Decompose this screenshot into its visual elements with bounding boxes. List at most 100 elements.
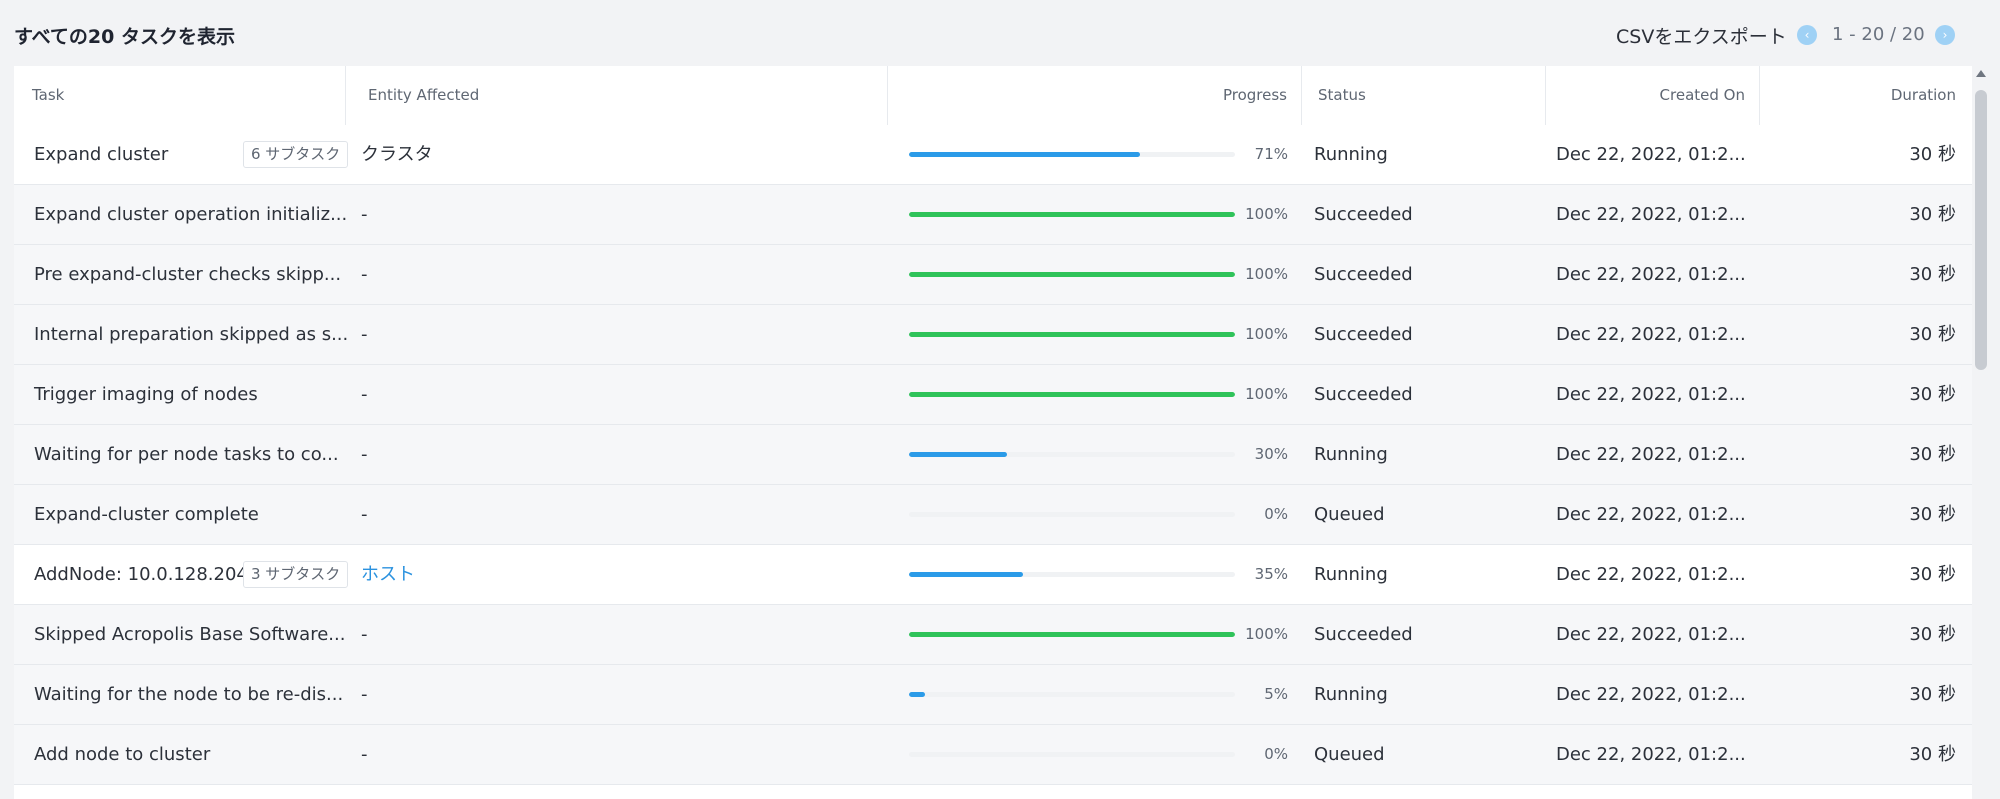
column-header-progress[interactable]: Progress — [888, 66, 1302, 125]
duration: 30 秒 — [1909, 444, 1956, 465]
table-row[interactable]: Trigger imaging of nodes - 100% Succeeded De… — [14, 365, 1972, 425]
table-row[interactable]: Internal preparation skipped as s... - 100… — [14, 305, 1972, 365]
progress-bar-fill — [909, 692, 926, 697]
entity-affected: クラスタ — [361, 144, 433, 165]
task-name[interactable]: Skipped Acropolis Base Software... — [34, 624, 346, 645]
status-text: Running — [1314, 444, 1388, 465]
progress-bar-fill — [909, 632, 1235, 637]
table-row[interactable]: Expand-cluster complete - 0% Queued Dec 22, … — [14, 485, 1972, 545]
task-name[interactable]: AddNode: 10.0.128.204 — [34, 564, 248, 585]
chevron-right-icon[interactable]: › — [1935, 25, 1955, 45]
progress-percent: 100% — [1245, 625, 1288, 643]
progress-bar-fill — [909, 392, 1235, 397]
progress-bar-fill — [909, 272, 1235, 277]
progress-bar — [909, 272, 1235, 277]
progress-bar — [909, 572, 1235, 577]
task-name[interactable]: Waiting for per node tasks to co... — [34, 444, 339, 465]
task-name[interactable]: Expand-cluster complete — [34, 504, 259, 525]
progress-bar-fill — [909, 212, 1235, 217]
progress-bar-fill — [909, 572, 1024, 577]
duration: 30 秒 — [1909, 564, 1956, 585]
duration: 30 秒 — [1909, 204, 1956, 225]
entity-affected: - — [361, 324, 368, 345]
progress-percent: 35% — [1254, 565, 1288, 583]
column-header-status[interactable]: Status — [1302, 66, 1546, 125]
status-text: Running — [1314, 144, 1388, 165]
progress-bar — [909, 632, 1235, 637]
task-name[interactable]: Add node to cluster — [34, 744, 211, 765]
progress-bar — [909, 152, 1235, 157]
created-on: Dec 22, 2022, 01:2... — [1556, 324, 1746, 345]
progress-percent: 0% — [1264, 745, 1288, 763]
page-title: すべての20 タスクを表示 — [14, 26, 235, 48]
duration: 30 秒 — [1909, 324, 1956, 345]
chevron-left-icon[interactable]: ‹ — [1797, 25, 1817, 45]
progress-bar — [909, 212, 1235, 217]
created-on: Dec 22, 2022, 01:2... — [1556, 744, 1746, 765]
table-row[interactable]: Waiting for the node to be re-dis... - 5% R… — [14, 665, 1972, 725]
status-text: Queued — [1314, 504, 1385, 525]
status-text: Queued — [1314, 744, 1385, 765]
table-row[interactable]: Pre expand-cluster checks skipp... - 100% S… — [14, 245, 1972, 305]
created-on: Dec 22, 2022, 01:2... — [1556, 264, 1746, 285]
duration: 30 秒 — [1909, 624, 1956, 645]
vertical-scrollbar[interactable] — [1972, 66, 1990, 799]
duration: 30 秒 — [1909, 144, 1956, 165]
progress-percent: 5% — [1264, 685, 1288, 703]
entity-affected: - — [361, 684, 368, 705]
task-name[interactable]: Pre expand-cluster checks skipp... — [34, 264, 342, 285]
scroll-thumb[interactable] — [1975, 90, 1987, 370]
table-row[interactable]: Expand cluster operation initializ... - 10… — [14, 185, 1972, 245]
tasks-table: Task Entity Affected Progress Status Cre… — [14, 66, 1972, 799]
entity-affected: - — [361, 444, 368, 465]
table-row[interactable]: Waiting for per node tasks to co... - 30% R… — [14, 425, 1972, 485]
created-on: Dec 22, 2022, 01:2... — [1556, 444, 1746, 465]
status-text: Running — [1314, 684, 1388, 705]
column-header-created-on[interactable]: Created On — [1546, 66, 1760, 125]
column-header-entity[interactable]: Entity Affected — [346, 66, 888, 125]
progress-bar-fill — [909, 332, 1235, 337]
task-name[interactable]: Waiting for the node to be re-dis... — [34, 684, 344, 705]
table-body: Expand cluster 6 サブタスク クラスタ 71% Running Dec 2… — [14, 125, 1972, 799]
status-text: Succeeded — [1314, 624, 1413, 645]
duration: 30 秒 — [1909, 504, 1956, 525]
progress-bar-fill — [909, 452, 1007, 457]
entity-affected: - — [361, 624, 368, 645]
created-on: Dec 22, 2022, 01:2... — [1556, 684, 1746, 705]
progress-bar — [909, 332, 1235, 337]
created-on: Dec 22, 2022, 01:2... — [1556, 564, 1746, 585]
entity-affected: - — [361, 504, 368, 525]
task-name[interactable]: Expand cluster operation initializ... — [34, 204, 348, 225]
column-header-duration[interactable]: Duration — [1890, 86, 1956, 104]
task-name[interactable]: Trigger imaging of nodes — [34, 384, 258, 405]
progress-bar — [909, 452, 1235, 457]
export-csv-link[interactable]: CSVをエクスポート — [1616, 26, 1787, 48]
subtask-count-badge[interactable]: 3 サブタスク — [243, 561, 349, 588]
subtask-count-badge[interactable]: 6 サブタスク — [243, 141, 349, 168]
progress-percent: 71% — [1254, 145, 1288, 163]
progress-bar — [909, 692, 1235, 697]
scroll-up-icon[interactable] — [1976, 70, 1986, 77]
entity-affected: - — [361, 264, 368, 285]
entity-link[interactable]: ホスト — [361, 564, 415, 585]
status-text: Succeeded — [1314, 324, 1413, 345]
status-text: Succeeded — [1314, 264, 1413, 285]
status-text: Succeeded — [1314, 384, 1413, 405]
column-header-task[interactable]: Task — [14, 66, 346, 125]
duration: 30 秒 — [1909, 744, 1956, 765]
duration: 30 秒 — [1909, 264, 1956, 285]
table-row[interactable]: Skipped Acropolis Base Software... - 100% S… — [14, 605, 1972, 665]
entity-affected: - — [361, 384, 368, 405]
created-on: Dec 22, 2022, 01:2... — [1556, 204, 1746, 225]
progress-percent: 100% — [1245, 385, 1288, 403]
progress-bar — [909, 512, 1235, 517]
task-name[interactable]: Expand cluster — [34, 144, 169, 165]
table-row[interactable]: Expand cluster 6 サブタスク クラスタ 71% Running Dec 2… — [14, 125, 1972, 185]
pagination-range: 1 - 20 / 20 — [1832, 24, 1925, 45]
progress-percent: 0% — [1264, 505, 1288, 523]
table-row[interactable]: AddNode: 10.0.128.204 3 サブタスク ホスト 35% Runnin… — [14, 545, 1972, 605]
status-text: Running — [1314, 564, 1388, 585]
task-name[interactable]: Internal preparation skipped as s... — [34, 324, 349, 345]
table-row[interactable]: Add node to cluster - 0% Queued Dec 22, 2022… — [14, 725, 1972, 785]
created-on: Dec 22, 2022, 01:2... — [1556, 384, 1746, 405]
